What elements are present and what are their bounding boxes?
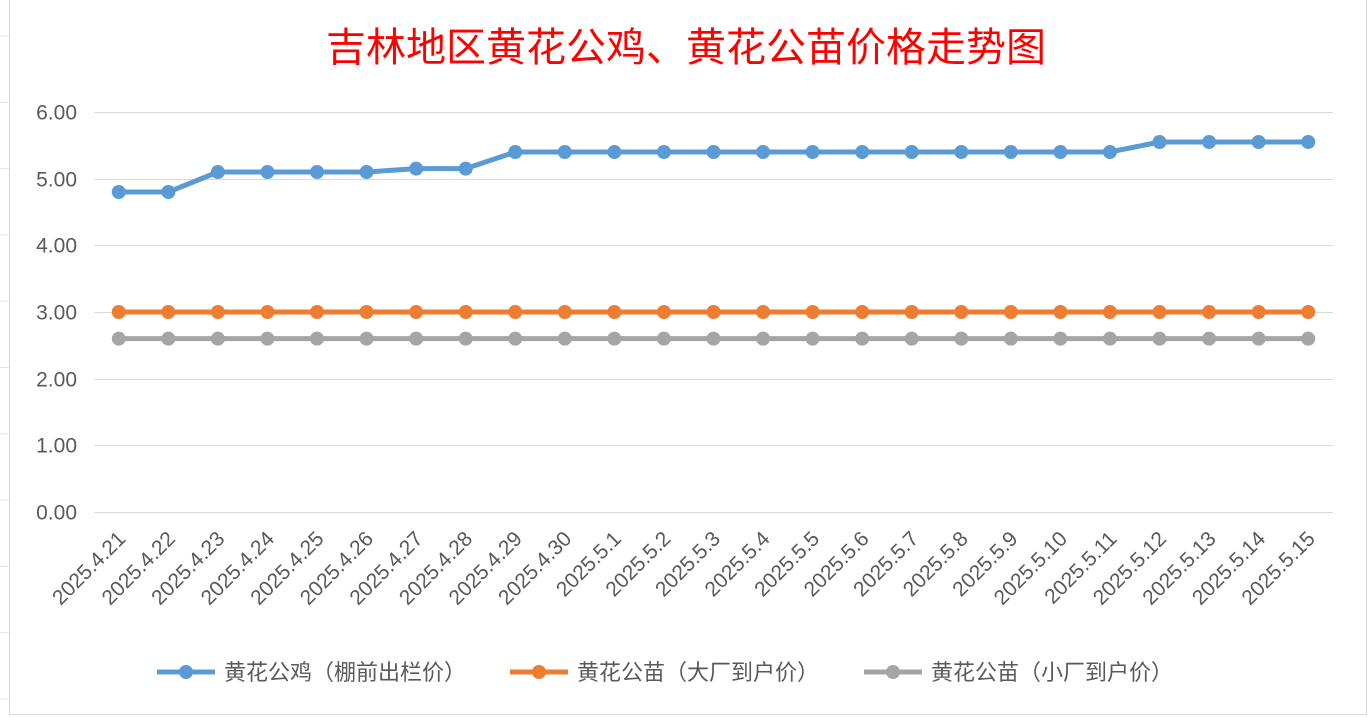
data-point — [557, 331, 572, 346]
data-point — [1251, 305, 1266, 319]
legend-swatch-marker — [532, 665, 546, 679]
data-point — [1202, 331, 1217, 346]
legend-item: 黄花公鸡（棚前出栏价） — [157, 660, 466, 685]
data-point — [458, 305, 473, 319]
data-point — [1102, 305, 1117, 319]
data-point — [756, 331, 771, 346]
series-1 — [111, 305, 1316, 319]
data-point — [409, 305, 424, 319]
y-tick-label: 1.00 — [36, 435, 77, 458]
y-tick-label: 3.00 — [36, 302, 77, 325]
data-point — [161, 305, 176, 319]
data-point — [855, 145, 870, 159]
data-point — [557, 305, 572, 319]
data-point — [1053, 145, 1068, 159]
data-point — [508, 305, 523, 319]
data-point — [409, 331, 424, 346]
data-point — [310, 305, 325, 319]
data-point — [508, 145, 523, 159]
data-point — [954, 305, 969, 319]
data-point — [260, 305, 275, 319]
legend-swatch-marker — [886, 665, 900, 679]
legend-item: 黄花公苗（大厂到户价） — [510, 660, 819, 685]
data-point — [1251, 331, 1266, 346]
data-point — [1003, 145, 1018, 159]
data-point — [557, 145, 572, 159]
data-point — [1301, 305, 1316, 319]
data-point — [210, 331, 225, 346]
data-point — [607, 331, 622, 346]
data-point — [904, 145, 919, 159]
data-point — [954, 331, 969, 346]
data-point — [359, 331, 374, 346]
data-point — [161, 331, 176, 346]
data-point — [359, 165, 374, 179]
data-point — [656, 305, 671, 319]
data-point — [954, 145, 969, 159]
data-point — [607, 145, 622, 159]
data-point — [1003, 331, 1018, 346]
data-point — [1053, 331, 1068, 346]
y-tick-label: 0.00 — [36, 502, 77, 525]
legend-swatch-marker — [179, 665, 193, 679]
data-point — [210, 305, 225, 319]
data-point — [656, 331, 671, 346]
data-point — [756, 145, 771, 159]
legend-label: 黄花公鸡（棚前出栏价） — [224, 660, 466, 685]
data-point — [310, 165, 325, 179]
data-point — [904, 331, 919, 346]
data-point — [458, 331, 473, 346]
data-point — [706, 305, 721, 319]
data-point — [805, 331, 820, 346]
data-point — [1202, 135, 1217, 149]
data-point — [1251, 135, 1266, 149]
data-point — [1152, 305, 1167, 319]
series-2 — [111, 331, 1316, 346]
data-point — [1003, 305, 1018, 319]
legend-label: 黄花公苗（大厂到户价） — [577, 660, 819, 685]
y-tick-label: 5.00 — [36, 169, 77, 192]
data-point — [1301, 331, 1316, 346]
data-point — [1301, 135, 1316, 149]
data-point — [1053, 305, 1068, 319]
y-tick-label: 4.00 — [36, 235, 77, 258]
data-point — [111, 305, 126, 319]
data-point — [359, 305, 374, 319]
data-point — [310, 331, 325, 346]
data-point — [656, 145, 671, 159]
data-point — [805, 145, 820, 159]
data-point — [260, 165, 275, 179]
data-point — [855, 305, 870, 319]
y-tick-label: 2.00 — [36, 369, 77, 392]
data-point — [1102, 331, 1117, 346]
data-point — [706, 145, 721, 159]
legend-label: 黄花公苗（小厂到户价） — [931, 660, 1173, 685]
chart-frame — [9, 0, 1367, 715]
chart-title: 吉林地区黄花公鸡、黄花公苗价格走势图 — [326, 25, 1046, 70]
data-point — [904, 305, 919, 319]
data-point — [1152, 135, 1167, 149]
data-point — [111, 331, 126, 346]
data-point — [210, 165, 225, 179]
data-point — [855, 331, 870, 346]
data-point — [1202, 305, 1217, 319]
data-point — [458, 161, 473, 176]
series-0 — [111, 135, 1316, 199]
data-point — [756, 305, 771, 319]
data-point — [161, 185, 176, 199]
data-point — [1152, 331, 1167, 346]
legend-item: 黄花公苗（小厂到户价） — [864, 660, 1173, 685]
data-point — [111, 185, 126, 199]
data-point — [508, 331, 523, 346]
data-point — [1102, 145, 1117, 159]
y-tick-label: 6.00 — [36, 102, 77, 125]
data-point — [260, 331, 275, 346]
data-point — [706, 331, 721, 346]
data-point — [607, 305, 622, 319]
data-point — [409, 161, 424, 176]
data-point — [805, 305, 820, 319]
